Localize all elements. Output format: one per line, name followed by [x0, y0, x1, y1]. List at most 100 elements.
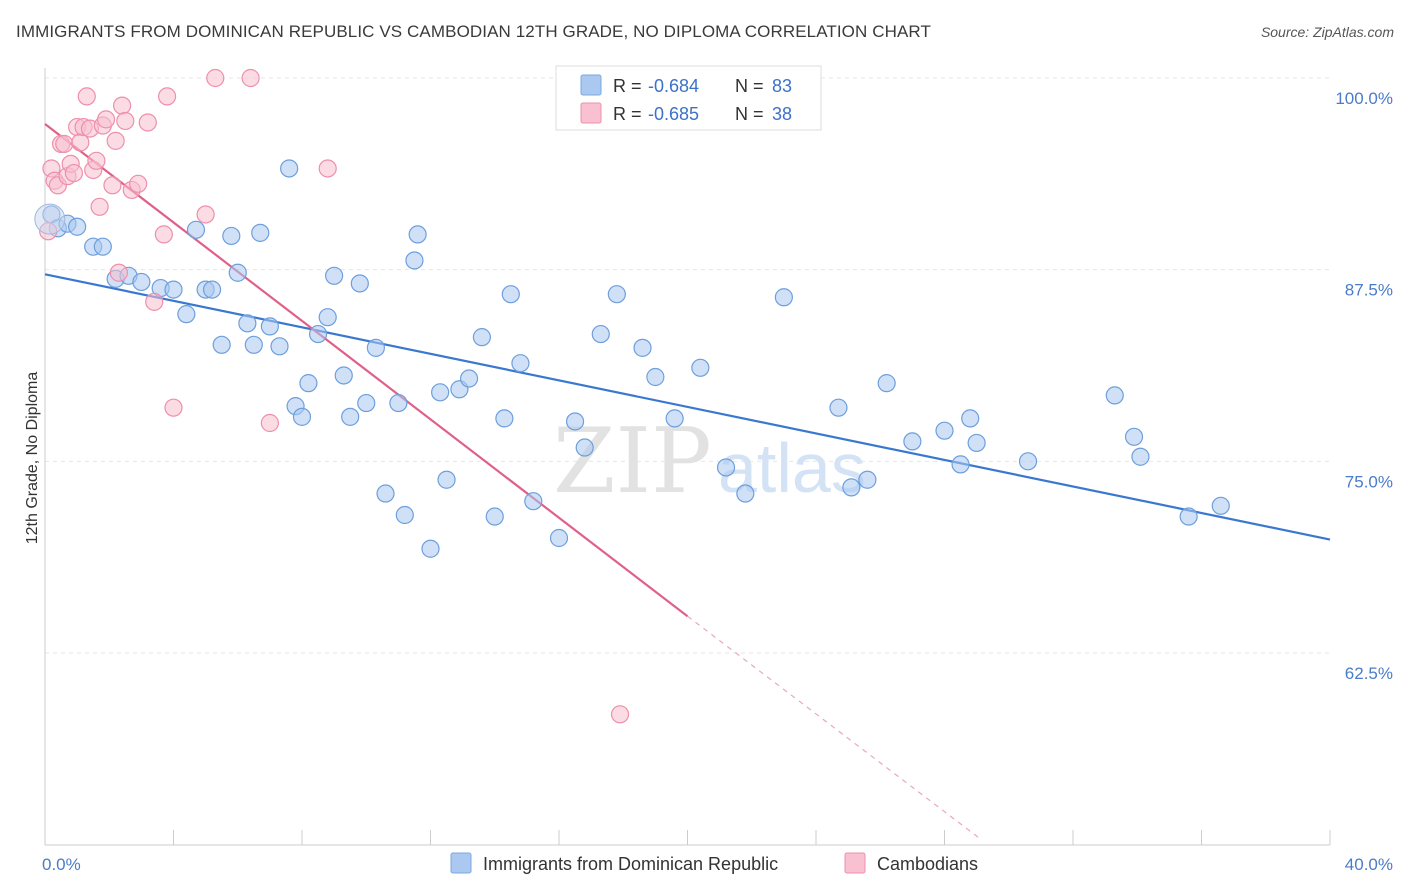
dominican-point [951, 455, 970, 474]
trend-lines [44, 123, 1331, 840]
dominican-point [260, 317, 279, 336]
cambodian-point [55, 134, 74, 154]
dominican-point [431, 383, 450, 402]
cambodian-point [206, 68, 225, 88]
dominican-point [691, 358, 710, 377]
dominican-point [395, 505, 414, 525]
dominican-point [1018, 452, 1038, 471]
cambodian-point [87, 151, 106, 170]
dominican-point [716, 458, 736, 477]
x-tick-label: 40.0% [1345, 855, 1393, 874]
dominican-point [164, 280, 183, 299]
legend-n-label-2: N = [735, 104, 764, 124]
cambodian-point [196, 205, 215, 224]
cambodian-point [138, 113, 157, 132]
x-tick-label: 0.0% [42, 855, 81, 874]
correlation-legend: R = -0.684 N = 83 R = -0.685 N = 38 [555, 65, 822, 131]
dominican-point [736, 484, 755, 503]
dominican-point [511, 354, 530, 373]
dominican-point [366, 338, 385, 357]
chart-title: IMMIGRANTS FROM DOMINICAN REPUBLIC VS CA… [16, 22, 931, 41]
bottom-legend-swatch-cambodian [844, 852, 866, 874]
tick-labels: 100.0% 87.5% 75.0% 62.5% 0.0% 40.0% [42, 89, 1393, 874]
cambodian-point [90, 197, 109, 216]
cambodian-point [129, 174, 148, 193]
y-tick-label: 62.5% [1345, 664, 1393, 683]
cambodian-point [116, 111, 135, 131]
cambodian-point [77, 87, 96, 106]
cambodian-point [241, 68, 260, 88]
dominican-point [405, 251, 424, 270]
dominican-point [238, 314, 257, 333]
dominican-point [633, 338, 652, 357]
dominican-point [591, 324, 610, 344]
dominican-point [270, 337, 289, 356]
y-axis-label: 12th Grade, No Diploma [24, 372, 41, 545]
dominican-point [308, 324, 328, 344]
dominican-point [212, 335, 231, 354]
dominican-point [408, 225, 427, 244]
dominican-point [501, 285, 520, 304]
dominican-point [524, 492, 543, 511]
dominican-point [350, 274, 369, 293]
y-tick-label: 75.0% [1345, 472, 1393, 491]
dominican-point [334, 366, 353, 385]
dominican-point [646, 367, 665, 387]
dominican-point [565, 412, 585, 431]
dominican-trend-line [44, 273, 1331, 541]
dominican-point [202, 280, 222, 299]
cambodian-point [106, 131, 125, 150]
legend-swatch-cambodian [580, 102, 602, 124]
dominican-point [177, 305, 196, 324]
bottom-legend-label-cambodian: Cambodians [877, 854, 978, 874]
legend-r-label-1: R = [613, 76, 642, 96]
dominican-point [967, 433, 986, 453]
dominican-point [280, 159, 299, 178]
watermark: ZIP atlas [553, 409, 866, 514]
cambodian-point [109, 263, 128, 282]
dominican-point [858, 470, 877, 489]
dominican-point [93, 237, 112, 256]
dominican-point [376, 484, 395, 503]
dominican-point [665, 409, 684, 428]
dominican-point [495, 409, 514, 428]
cambodian-point [96, 110, 116, 129]
cambodian-point [112, 96, 132, 115]
dominican-point [1211, 496, 1230, 515]
cambodian-trend-extension [687, 615, 981, 840]
dominican-point [1124, 427, 1144, 446]
dominican-point [325, 266, 344, 285]
dominican-point [1105, 386, 1124, 405]
legend-n-label-1: N = [735, 76, 764, 96]
cambodian-trend-line [44, 123, 689, 618]
dominican-point [132, 272, 151, 292]
dominican-point [244, 335, 263, 354]
dominican-point [228, 263, 247, 282]
y-tick-label: 87.5% [1345, 281, 1393, 300]
cambodian-point [145, 292, 164, 311]
dominican-point [607, 285, 626, 304]
dominican-point [961, 409, 980, 428]
dominican-point [459, 369, 479, 388]
dominican-point [341, 407, 360, 426]
dominican-point [774, 288, 793, 307]
dominican-point [549, 528, 569, 548]
legend-r-label-2: R = [613, 104, 642, 124]
dominican-point [575, 438, 594, 457]
grid-lines [45, 77, 1330, 654]
cambodian-point [610, 705, 630, 724]
dominican-point [903, 432, 922, 451]
legend-n-value-1: 83 [772, 76, 792, 96]
bottom-legend-swatch-dominican [450, 852, 472, 874]
cambodian-point [157, 87, 177, 106]
dominican-point [829, 398, 848, 417]
dominican-point [421, 539, 440, 558]
bottom-legend-label-dominican: Immigrants from Dominican Republic [483, 854, 778, 874]
dominican-point [389, 393, 408, 413]
dominican-point [1179, 507, 1198, 526]
cambodian-point [154, 225, 173, 244]
dominican-point [68, 217, 87, 236]
series-legend: Immigrants from Dominican Republic Cambo… [450, 852, 978, 874]
legend-r-value-2: -0.685 [648, 104, 699, 124]
